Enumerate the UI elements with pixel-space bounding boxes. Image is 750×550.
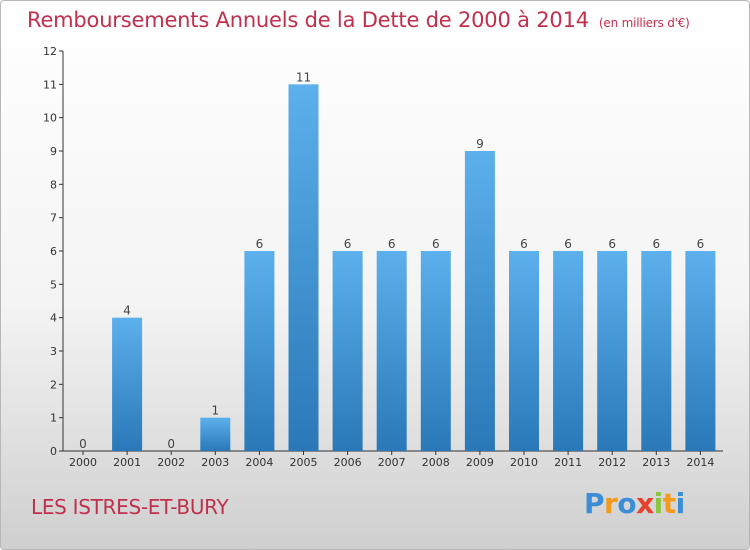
x-tick-label: 2003 (201, 456, 229, 469)
x-tick-label: 2010 (510, 456, 538, 469)
bar (553, 251, 584, 451)
data-label: 6 (652, 237, 660, 251)
bar (597, 251, 628, 451)
x-tick-label: 2005 (290, 456, 318, 469)
chart-subtitle: (en milliers d'€) (598, 16, 690, 30)
data-label: 11 (296, 70, 311, 84)
logo-letter: o (617, 487, 637, 520)
logo-letter: i (675, 487, 686, 520)
data-label: 6 (520, 237, 528, 251)
data-label: 4 (123, 304, 131, 318)
y-tick-label: 11 (43, 78, 57, 91)
bar (420, 251, 451, 451)
bar (641, 251, 672, 451)
x-tick-label: 2001 (113, 456, 141, 469)
town-name: LES ISTRES-ET-BURY (31, 495, 229, 519)
bar (376, 251, 407, 451)
x-tick-label: 2006 (334, 456, 362, 469)
y-tick-label: 5 (50, 278, 57, 291)
y-tick-label: 9 (50, 145, 57, 158)
data-label: 6 (432, 237, 440, 251)
x-tick-label: 2009 (466, 456, 494, 469)
y-tick-label: 4 (50, 312, 57, 325)
x-tick-label: 2013 (642, 456, 670, 469)
data-label: 6 (388, 237, 396, 251)
x-tick-label: 2008 (422, 456, 450, 469)
y-tick-label: 7 (50, 212, 57, 225)
bar (464, 151, 495, 451)
x-tick-label: 2007 (378, 456, 406, 469)
bar (112, 317, 143, 451)
bar (685, 251, 716, 451)
bar (509, 251, 539, 451)
chart-title-text: Remboursements Annuels de la Dette de 20… (27, 8, 589, 32)
data-label: 0 (79, 437, 87, 451)
y-tick-label: 0 (50, 445, 57, 458)
data-label: 9 (476, 137, 484, 151)
bar (244, 251, 275, 451)
data-label: 6 (564, 237, 572, 251)
y-tick-label: 3 (50, 345, 57, 358)
logo-letter: P (584, 487, 605, 520)
data-label: 6 (608, 237, 616, 251)
bar (200, 417, 231, 451)
y-tick-label: 12 (43, 45, 57, 58)
data-label: 6 (697, 237, 705, 251)
chart-title: Remboursements Annuels de la Dette de 20… (27, 8, 690, 32)
bar (332, 251, 363, 451)
y-tick-label: 8 (50, 178, 57, 191)
y-tick-label: 1 (50, 412, 57, 425)
data-label: 6 (344, 237, 352, 251)
x-tick-label: 2012 (598, 456, 626, 469)
x-tick-label: 2002 (157, 456, 185, 469)
data-label: 6 (256, 237, 264, 251)
logo-letter: x (636, 487, 654, 520)
y-tick-label: 6 (50, 245, 57, 258)
data-label: 1 (211, 404, 219, 418)
logo-letter: i (653, 487, 664, 520)
bar (288, 84, 319, 451)
x-tick-label: 2000 (69, 456, 97, 469)
x-tick-label: 2014 (686, 456, 714, 469)
logo-letter: r (604, 487, 618, 520)
x-tick-label: 2004 (245, 456, 273, 469)
data-label: 0 (167, 437, 175, 451)
proxiti-logo: Proxiti (584, 487, 685, 520)
logo-letter: t (662, 487, 676, 520)
y-tick-label: 10 (43, 112, 57, 125)
y-tick-label: 2 (50, 378, 57, 391)
x-tick-label: 2011 (554, 456, 582, 469)
